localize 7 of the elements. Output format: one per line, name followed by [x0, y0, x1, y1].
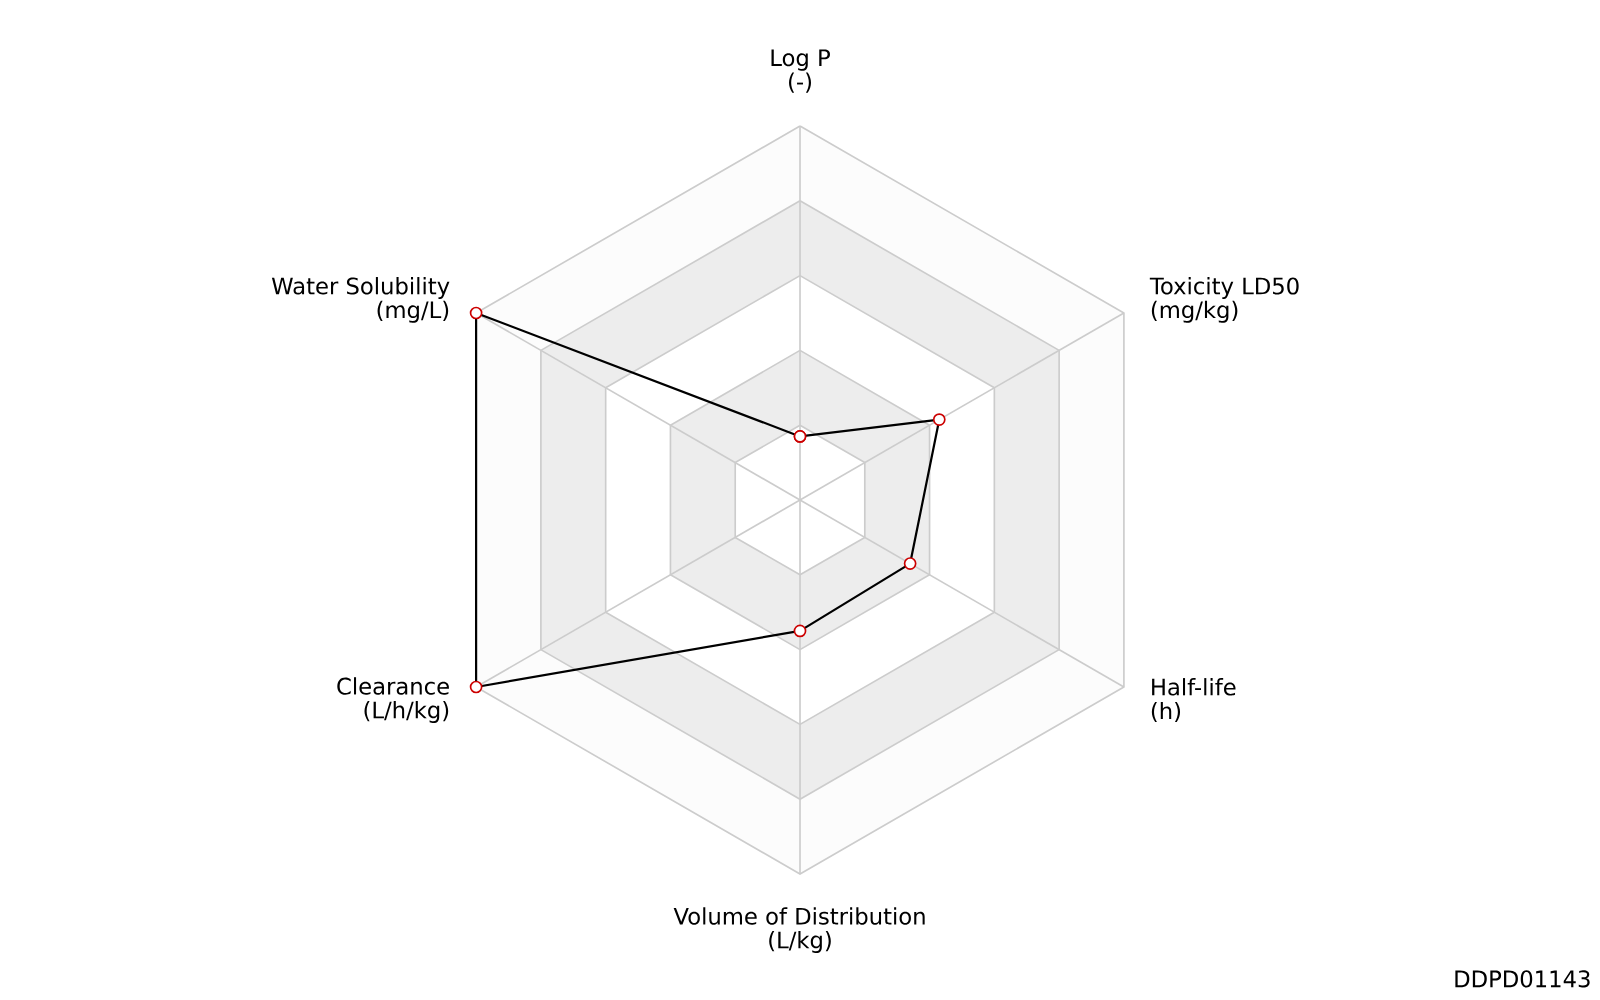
spoke-label: Toxicity LD50 (mg/kg) [1149, 277, 1299, 323]
spoke-label: Water Solubility (mg/L) [271, 277, 450, 323]
spoke-label: Volume of Distribution (L/kg) [673, 907, 925, 954]
spoke-label: Clearance (L/h/kg) [337, 677, 449, 723]
spoke-label: Half-life (h) [1151, 678, 1236, 723]
text: DDPD01143 [1455, 970, 1590, 988]
spoke-label: Log P (-) [771, 49, 830, 93]
